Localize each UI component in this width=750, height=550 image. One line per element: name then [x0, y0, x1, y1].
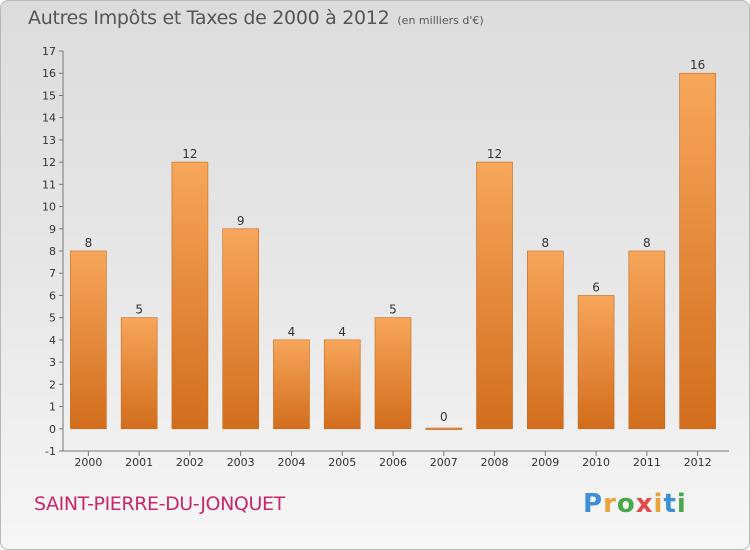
data-label-2004: 4 [288, 325, 296, 339]
y-tick-label: 7 [49, 267, 56, 280]
title-text: Autres Impôts et Taxes de 2000 à 2012 [28, 7, 390, 29]
bar-2012 [679, 72, 716, 430]
logo-letter: i [676, 489, 687, 519]
bar-2003 [222, 228, 259, 430]
logo-letter: t [663, 489, 677, 519]
data-label-2006: 5 [389, 303, 397, 317]
bar-2008 [476, 161, 513, 430]
x-tick-label: 2011 [633, 456, 661, 469]
x-tick-label: 2007 [430, 456, 458, 469]
logo-letter: P [583, 489, 604, 519]
data-label-2010: 6 [592, 280, 600, 294]
x-tick-label: 2001 [125, 456, 153, 469]
x-tick-label: 2009 [531, 456, 559, 469]
y-tick-label: 11 [42, 178, 56, 191]
logo-letter: i [653, 489, 664, 519]
x-tick-label: 2012 [684, 456, 712, 469]
data-label-2001: 5 [135, 303, 143, 317]
y-tick-label: 6 [49, 289, 56, 302]
bar-2001 [120, 317, 158, 430]
x-tick-label: 2002 [176, 456, 204, 469]
y-tick-label: 0 [49, 423, 56, 436]
bar-2007 [425, 427, 463, 430]
bar-2000 [70, 250, 107, 430]
x-tick-label: 2005 [328, 456, 356, 469]
y-tick-label: 13 [42, 134, 56, 147]
bar-2004 [273, 339, 310, 430]
data-label-2003: 9 [237, 214, 245, 228]
data-label-2000: 8 [85, 236, 93, 250]
bar-2005 [323, 339, 361, 430]
y-tick-label: 2 [49, 378, 56, 391]
bar-2010 [577, 295, 615, 430]
data-label-2012: 16 [690, 58, 705, 72]
y-tick-label: 8 [49, 245, 56, 258]
data-label-2011: 8 [643, 236, 651, 250]
y-tick-label: 3 [49, 356, 56, 369]
logo-letter: x [635, 489, 654, 519]
bar-2011 [628, 250, 666, 430]
x-tick-label: 2010 [582, 456, 610, 469]
logo-letter: o [616, 489, 636, 519]
proxiti-logo: Proxiti [583, 489, 687, 519]
data-label-2009: 8 [541, 236, 549, 250]
y-tick-label: 14 [42, 112, 56, 125]
commune-name: SAINT-PIERRE-DU-JONQUET [34, 493, 285, 515]
bar-2006 [374, 317, 412, 430]
y-tick-label: 15 [42, 89, 56, 102]
chart-data-labels: 8 5 12 9 4 4 5 0 12 8 6 8 16 [85, 58, 706, 424]
y-tick-label: 9 [49, 223, 56, 236]
y-tick-label: -1 [45, 445, 56, 458]
data-label-2008: 12 [487, 147, 502, 161]
bar-2009 [527, 250, 564, 430]
y-tick-label: 17 [42, 45, 56, 58]
x-tick-label: 2000 [74, 456, 102, 469]
data-label-2005: 4 [338, 325, 346, 339]
y-tick-label: 4 [49, 334, 56, 347]
y-tick-label: 12 [42, 156, 56, 169]
logo-letter: r [603, 489, 617, 519]
x-tick-label: 2004 [277, 456, 305, 469]
y-tick-label: 1 [49, 401, 56, 414]
data-label-2007: 0 [440, 410, 448, 424]
x-tick-label: 2006 [379, 456, 407, 469]
data-label-2002: 12 [182, 147, 197, 161]
y-tick-label: 10 [42, 201, 56, 214]
unit-note: (en milliers d'€) [397, 14, 484, 27]
y-tick-label: 16 [42, 67, 56, 80]
chart-bars [70, 72, 716, 430]
bar-2002 [171, 161, 209, 430]
x-tick-label: 2003 [227, 456, 255, 469]
x-tick-label: 2008 [481, 456, 509, 469]
y-tick-label: 5 [49, 312, 56, 325]
chart-title: Autres Impôts et Taxes de 2000 à 2012 (en… [28, 7, 484, 29]
